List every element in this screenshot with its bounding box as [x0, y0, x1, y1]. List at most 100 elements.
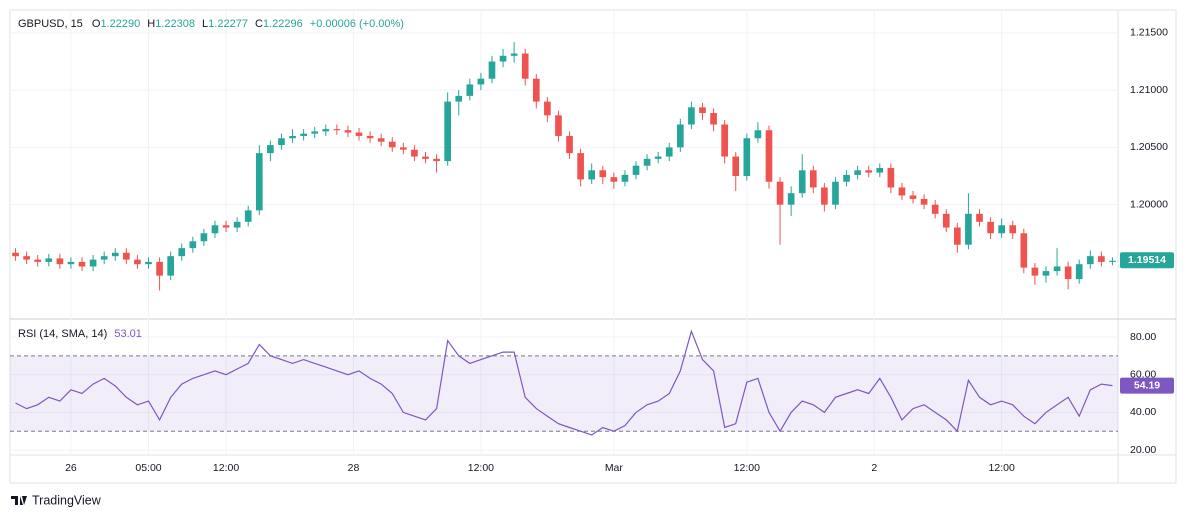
- candle-body: [466, 84, 474, 96]
- legend-o-label: O: [92, 18, 101, 30]
- rsi-tick-label: 60.00: [1130, 368, 1156, 380]
- candle-body: [965, 213, 972, 245]
- candle-body: [1064, 266, 1072, 280]
- grid: [10, 10, 1118, 455]
- candle-body: [400, 147, 407, 150]
- candle-body: [699, 107, 706, 114]
- candle-body: [488, 61, 496, 79]
- rsi-line: [15, 329, 1113, 436]
- candle-body: [355, 132, 363, 136]
- candle-body: [167, 256, 174, 276]
- candle-body: [189, 241, 197, 249]
- candle-body: [111, 252, 119, 257]
- candle-body: [12, 252, 19, 257]
- candle-body: [255, 153, 263, 211]
- legend-c-label: C: [255, 18, 263, 30]
- brand: TradingView: [32, 493, 102, 507]
- candle-body: [233, 221, 241, 228]
- candle-body: [510, 53, 518, 56]
- candle-body: [610, 177, 618, 182]
- x-tick-label: 12:00: [213, 462, 239, 474]
- candle-body: [89, 259, 97, 267]
- candle-body: [377, 138, 385, 142]
- candle-body: [721, 124, 728, 157]
- candle-body: [732, 156, 740, 177]
- candle-body: [942, 213, 950, 228]
- x-tick-label: 12:00: [989, 462, 1015, 474]
- candle-body: [821, 187, 828, 205]
- x-tick-label: 12:00: [734, 462, 760, 474]
- logo: TradingView: [11, 493, 102, 507]
- candle-body: [621, 174, 629, 182]
- candle-body: [1098, 256, 1105, 262]
- candle-body: [754, 130, 762, 139]
- rsi-header: RSI (14, SMA, 14) 53.01: [18, 328, 142, 340]
- candle-body: [433, 158, 440, 162]
- candle-body: [743, 138, 751, 177]
- candle-body: [832, 181, 839, 205]
- candle-body: [710, 113, 717, 125]
- candle-body: [67, 261, 75, 265]
- candle-body: [34, 259, 42, 262]
- candle-body: [865, 170, 873, 173]
- candle-body: [178, 248, 186, 257]
- candle-body: [787, 193, 795, 205]
- candle-body: [455, 95, 463, 102]
- legend-c-value: 1.22296: [263, 18, 303, 30]
- rsi-tick-label: 40.00: [1130, 406, 1156, 418]
- y-tick-label: 1.21500: [1130, 27, 1168, 39]
- symbol: GBPUSD, 15: [18, 18, 83, 30]
- candle-body: [1042, 271, 1050, 276]
- candle-body: [344, 130, 352, 133]
- candle-body: [267, 145, 274, 154]
- candle-body: [366, 135, 374, 139]
- candle-body: [654, 156, 662, 159]
- candle-body: [78, 261, 86, 267]
- candle-body: [688, 107, 695, 125]
- candle-body: [1086, 256, 1094, 265]
- header: GBPUSD, 15 O1.22290 H1.22308 L1.22277 C1…: [18, 18, 404, 30]
- candle-body: [156, 261, 163, 276]
- candle-body: [954, 227, 961, 245]
- candle-body: [289, 135, 296, 139]
- candle-body: [776, 181, 784, 205]
- rsi-value-label: 54.19: [1134, 379, 1160, 391]
- candle-body: [1053, 266, 1061, 272]
- candle-body: [920, 198, 928, 205]
- candle-body: [532, 78, 540, 102]
- rsi-legend-value: 53.01: [114, 328, 142, 340]
- candle-body: [311, 131, 319, 134]
- logo-icon: [11, 496, 27, 505]
- candle-body: [333, 129, 341, 131]
- candle-body: [765, 130, 773, 182]
- candle-body: [134, 259, 141, 265]
- chart-frame: [9, 9, 1177, 484]
- change: +0.00006 (+0.00%): [310, 18, 404, 30]
- candle-body: [931, 204, 939, 214]
- candle-body: [632, 165, 640, 175]
- candle-body: [1020, 233, 1028, 268]
- rsi-tick-label: 20.00: [1130, 444, 1156, 456]
- x-tick-label: Mar: [605, 462, 624, 474]
- candle-body: [1009, 225, 1017, 234]
- x-tick-label: 26: [65, 462, 77, 474]
- candle-body: [444, 101, 451, 162]
- candle-body: [521, 53, 529, 79]
- candle-body: [23, 256, 30, 260]
- candle-body: [798, 170, 806, 194]
- legend-h-value: 1.22308: [155, 18, 195, 30]
- candle-body: [577, 153, 584, 180]
- candle-body: [222, 225, 230, 228]
- candle-body: [322, 129, 330, 132]
- candle-body: [588, 170, 596, 180]
- candle-body: [555, 115, 562, 136]
- candle-body: [411, 149, 418, 157]
- candle-body: [544, 101, 551, 116]
- candle-body: [843, 174, 850, 182]
- rsi-title: RSI (14, SMA, 14): [18, 328, 107, 340]
- candle-body: [909, 195, 917, 199]
- rsi-tick-label: 80.00: [1130, 331, 1156, 343]
- candle-body: [300, 133, 307, 136]
- candle-body: [422, 156, 429, 159]
